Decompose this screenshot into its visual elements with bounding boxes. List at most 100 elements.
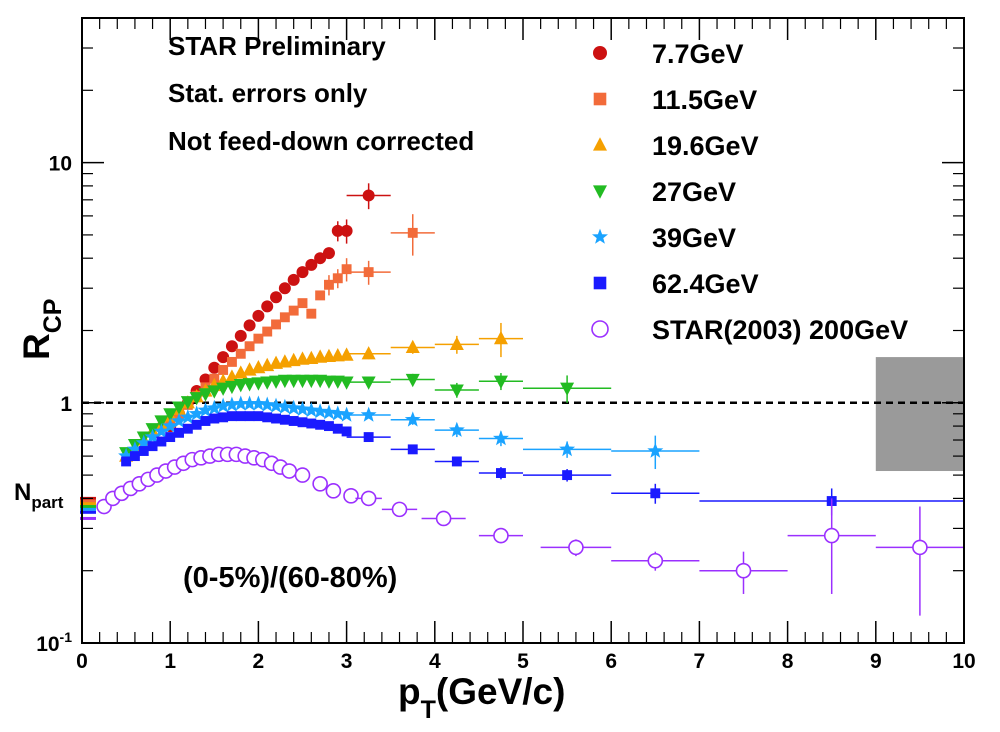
data-point xyxy=(281,463,298,479)
data-point xyxy=(147,441,158,452)
x-tick-label: 7 xyxy=(694,650,706,673)
x-tick-label: 5 xyxy=(517,650,529,673)
x-tick-label: 0 xyxy=(76,650,88,673)
legend-marker xyxy=(593,185,607,199)
data-point xyxy=(363,267,374,278)
data-point xyxy=(647,442,664,458)
legend-label: 11.5GeV xyxy=(652,85,757,115)
feed-down-label: Not feed-down corrected xyxy=(168,126,474,156)
data-point xyxy=(259,396,276,412)
data-point xyxy=(126,441,143,457)
legend: 7.7GeV 11.5GeV 19.6GeV 27GeV 39GeV 62.4GeV STA… xyxy=(591,39,908,345)
systematic-uncertainty-box-layer xyxy=(875,357,964,472)
data-point xyxy=(321,404,337,420)
y-axis-label: RCP xyxy=(16,299,67,360)
data-point xyxy=(233,379,248,393)
data-point xyxy=(268,397,284,413)
data-point xyxy=(306,308,317,319)
data-point xyxy=(153,423,170,439)
data-point xyxy=(135,434,152,450)
data-point xyxy=(269,375,284,389)
data-point xyxy=(163,408,178,422)
data-point xyxy=(303,402,320,418)
x-axis-label-main: p xyxy=(398,671,421,712)
legend-marker xyxy=(593,276,607,290)
data-point xyxy=(271,413,281,424)
legend-marker xyxy=(592,228,608,244)
legend-marker xyxy=(593,92,607,106)
data-point xyxy=(315,419,326,430)
data-point xyxy=(262,412,273,423)
data-point xyxy=(244,411,255,422)
data-point xyxy=(225,340,238,353)
data-point xyxy=(182,423,193,434)
legend-item: 27GeV xyxy=(593,177,736,207)
data-point xyxy=(325,483,342,499)
data-point xyxy=(312,476,328,492)
series-3 xyxy=(119,373,612,461)
data-point xyxy=(324,421,334,432)
legend-label: 19.6GeV xyxy=(652,131,759,161)
data-point xyxy=(339,376,354,390)
data-point xyxy=(391,501,408,518)
legend-item: 7.7GeV xyxy=(593,39,744,69)
data-point xyxy=(243,319,256,332)
data-point xyxy=(435,510,452,527)
data-point xyxy=(251,377,266,391)
data-point xyxy=(647,552,664,569)
data-point xyxy=(288,416,299,426)
stat-errors-label: Stat. errors only xyxy=(168,78,368,108)
npart-main: N xyxy=(14,479,31,506)
data-point xyxy=(198,388,213,402)
data-point xyxy=(324,279,334,290)
y-tick-base: 1 xyxy=(60,393,72,416)
data-series-layer xyxy=(96,183,964,616)
data-point xyxy=(216,382,231,396)
data-point xyxy=(360,406,377,422)
data-point xyxy=(735,562,752,579)
data-point xyxy=(188,405,205,421)
data-point xyxy=(361,376,376,390)
x-axis-label-sub: T xyxy=(421,696,436,724)
data-point xyxy=(341,264,352,275)
data-point xyxy=(279,414,290,425)
series-6 xyxy=(96,446,964,616)
data-point xyxy=(287,273,300,286)
data-point xyxy=(235,411,246,422)
data-point xyxy=(360,490,377,507)
data-point xyxy=(138,446,149,456)
series-4 xyxy=(118,395,700,470)
data-point xyxy=(363,432,374,443)
data-point xyxy=(329,405,346,421)
x-tick-label: 6 xyxy=(605,650,617,673)
x-tick-label: 1 xyxy=(164,650,176,673)
data-point xyxy=(200,416,211,426)
systematic-box xyxy=(875,357,964,472)
legend-label: 39GeV xyxy=(652,223,736,253)
data-point xyxy=(129,451,140,462)
data-point xyxy=(209,413,220,424)
series-2 xyxy=(119,322,523,462)
data-point xyxy=(493,430,509,446)
data-point xyxy=(493,527,509,544)
data-point xyxy=(650,488,661,499)
x-axis-label: pT(GeV/c) xyxy=(398,671,565,724)
data-point xyxy=(493,330,508,345)
data-point xyxy=(343,488,359,504)
data-point xyxy=(404,411,421,427)
legend-label: 27GeV xyxy=(652,177,736,207)
data-point xyxy=(288,305,299,316)
data-point xyxy=(405,373,420,388)
data-point xyxy=(312,403,329,419)
data-point xyxy=(297,417,308,428)
data-point xyxy=(271,319,281,330)
data-point xyxy=(262,326,273,337)
y-axis-label-sub: CP xyxy=(39,299,67,334)
data-point xyxy=(171,412,187,428)
data-point xyxy=(252,309,265,322)
preliminary-label: STAR Preliminary xyxy=(168,31,386,61)
data-point xyxy=(250,395,267,411)
data-point xyxy=(197,402,214,418)
legend-label: STAR(2003) 200GeV xyxy=(652,315,908,345)
data-point xyxy=(226,356,237,367)
